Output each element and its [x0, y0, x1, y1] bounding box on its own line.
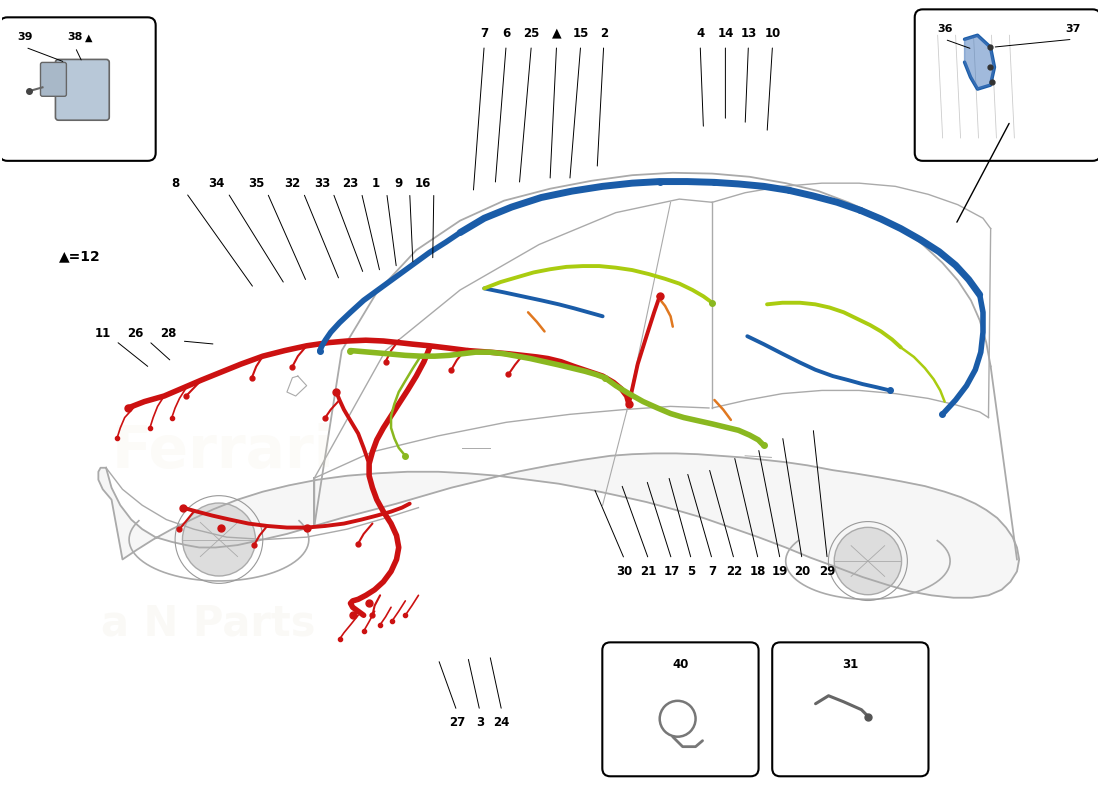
FancyBboxPatch shape	[55, 59, 109, 120]
Circle shape	[183, 503, 255, 576]
Text: 16: 16	[415, 177, 431, 190]
Text: 36: 36	[937, 24, 953, 34]
Text: 17: 17	[663, 565, 680, 578]
Text: 37: 37	[1065, 24, 1080, 34]
Circle shape	[834, 527, 902, 594]
Text: 1: 1	[372, 177, 379, 190]
Text: ▲: ▲	[86, 34, 92, 43]
Text: 11: 11	[95, 326, 111, 339]
Polygon shape	[98, 454, 1020, 598]
Text: 9: 9	[395, 177, 403, 190]
Text: 23: 23	[342, 177, 359, 190]
Text: 7: 7	[708, 565, 716, 578]
FancyBboxPatch shape	[41, 62, 66, 96]
Text: 10: 10	[764, 26, 781, 40]
Text: 39: 39	[18, 32, 33, 42]
Text: 3: 3	[476, 716, 484, 730]
Text: 27: 27	[449, 716, 465, 730]
Text: 33: 33	[314, 177, 330, 190]
Text: 5: 5	[688, 565, 695, 578]
Text: 4: 4	[696, 26, 704, 40]
Text: 35: 35	[248, 177, 264, 190]
Text: 2: 2	[600, 26, 608, 40]
Text: 31: 31	[843, 658, 858, 670]
Text: 20: 20	[794, 565, 811, 578]
Text: 7: 7	[481, 26, 488, 40]
FancyBboxPatch shape	[0, 18, 156, 161]
FancyBboxPatch shape	[772, 642, 928, 776]
Text: 26: 26	[128, 326, 144, 339]
Polygon shape	[965, 35, 994, 89]
Text: 32: 32	[284, 177, 300, 190]
Text: ▲=12: ▲=12	[59, 250, 101, 263]
Text: 18: 18	[750, 565, 767, 578]
Text: 22: 22	[726, 565, 742, 578]
Text: 6: 6	[502, 26, 510, 40]
FancyBboxPatch shape	[915, 10, 1100, 161]
Text: ▲: ▲	[552, 26, 561, 40]
Text: 30: 30	[616, 565, 632, 578]
Text: 34: 34	[209, 177, 224, 190]
Text: 8: 8	[170, 177, 179, 190]
Text: 19: 19	[772, 565, 789, 578]
Text: Ferrari: Ferrari	[111, 423, 334, 480]
FancyBboxPatch shape	[603, 642, 759, 776]
Text: 40: 40	[672, 658, 689, 670]
Text: 29: 29	[820, 565, 836, 578]
Text: 25: 25	[524, 26, 540, 40]
Text: 13: 13	[740, 26, 757, 40]
Text: 38: 38	[67, 32, 82, 42]
Text: 28: 28	[161, 326, 177, 339]
Text: 15: 15	[572, 26, 588, 40]
Text: 14: 14	[717, 26, 734, 40]
Text: a N Parts: a N Parts	[100, 602, 315, 644]
Text: 24: 24	[494, 716, 510, 730]
Text: 21: 21	[640, 565, 657, 578]
